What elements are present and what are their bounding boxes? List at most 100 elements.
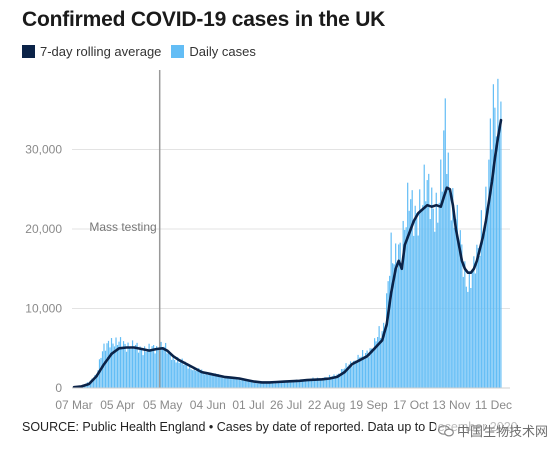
daily-bar [419, 189, 421, 388]
daily-bar [246, 379, 248, 388]
daily-bar [232, 378, 234, 388]
daily-bar [315, 379, 317, 388]
daily-bar [349, 361, 352, 388]
daily-bar [262, 382, 264, 388]
daily-bar [165, 342, 167, 388]
daily-bar [393, 264, 395, 388]
daily-bar [292, 380, 295, 388]
x-tick-label: 07 Mar [55, 398, 92, 412]
daily-bar [405, 227, 407, 388]
daily-bar [154, 353, 156, 388]
daily-bar [216, 376, 218, 388]
daily-bar [106, 343, 108, 388]
daily-bar [195, 370, 197, 388]
daily-bar [431, 187, 433, 388]
daily-bar [217, 374, 219, 388]
x-tick-label: 13 Nov [432, 398, 470, 412]
x-tick-label: 22 Aug [308, 398, 345, 412]
daily-bar [401, 263, 403, 388]
daily-bar [134, 344, 137, 388]
daily-bar [441, 191, 443, 388]
daily-bar [101, 351, 104, 388]
daily-bar [258, 382, 260, 388]
daily-bar [322, 379, 325, 388]
daily-bar [432, 208, 434, 388]
daily-bar [253, 382, 255, 388]
daily-bar [372, 350, 374, 388]
daily-bar [273, 383, 275, 388]
daily-bar [423, 164, 425, 388]
daily-bar [485, 186, 487, 388]
legend-label-average: 7-day rolling average [40, 44, 162, 59]
y-tick-label: 10,000 [25, 302, 62, 316]
daily-bar [363, 356, 365, 388]
daily-bar [271, 382, 273, 388]
daily-bar [312, 377, 314, 388]
daily-bar [378, 326, 380, 388]
daily-bar [241, 379, 243, 388]
daily-bar [486, 215, 488, 388]
daily-bar [297, 380, 299, 388]
daily-bar [309, 378, 311, 388]
daily-bar [145, 351, 147, 388]
daily-bar [259, 382, 261, 388]
daily-bar [92, 379, 95, 388]
daily-bar [285, 382, 287, 388]
daily-bar [247, 380, 249, 388]
daily-bar [495, 136, 497, 388]
daily-bar [225, 377, 227, 388]
daily-bar [396, 268, 398, 388]
daily-bar [169, 352, 171, 388]
legend: 7-day rolling average Daily cases [22, 44, 266, 59]
daily-bar [300, 379, 302, 388]
daily-bar [420, 211, 422, 388]
daily-bar [295, 379, 298, 388]
daily-bar [422, 205, 424, 388]
daily-bar [88, 382, 90, 388]
daily-bar [186, 363, 188, 388]
daily-bar [294, 381, 296, 388]
daily-bar [408, 210, 410, 388]
daily-bar [289, 382, 292, 388]
daily-bar [330, 376, 332, 388]
daily-bar [389, 275, 391, 388]
daily-bar [270, 383, 272, 388]
x-tick-label: 11 Dec [475, 398, 512, 412]
daily-bar [156, 346, 158, 388]
daily-bar [137, 352, 140, 388]
daily-bar [348, 364, 350, 388]
daily-bar [189, 365, 191, 388]
daily-bar [116, 345, 119, 388]
daily-bar [402, 220, 404, 388]
daily-bar [228, 378, 230, 388]
watermark-text: 中国生物技术网 [456, 424, 548, 439]
daily-bar [146, 350, 149, 388]
legend-item-average: 7-day rolling average [22, 44, 161, 59]
daily-bar [357, 354, 359, 388]
daily-bar [392, 263, 394, 388]
daily-bar [355, 363, 358, 388]
daily-bar [214, 373, 216, 388]
daily-bar [140, 349, 143, 388]
daily-bar [497, 78, 499, 389]
daily-bar [190, 369, 192, 388]
daily-bar [306, 380, 308, 388]
daily-bar [316, 377, 319, 388]
daily-bar [268, 383, 270, 388]
daily-bar [367, 357, 370, 388]
daily-bar [417, 235, 419, 388]
legend-label-daily: Daily cases [189, 44, 256, 59]
daily-bar [181, 358, 183, 388]
daily-bar [178, 362, 180, 388]
x-tick-label: 17 Oct [393, 398, 429, 412]
daily-bar [256, 383, 258, 388]
daily-bar [160, 341, 162, 388]
daily-bar [265, 383, 267, 388]
daily-bar [395, 243, 397, 388]
daily-bar [468, 271, 470, 388]
daily-bar [366, 350, 368, 388]
daily-bar [498, 131, 501, 388]
daily-bar [139, 346, 141, 388]
daily-bar [229, 376, 231, 388]
